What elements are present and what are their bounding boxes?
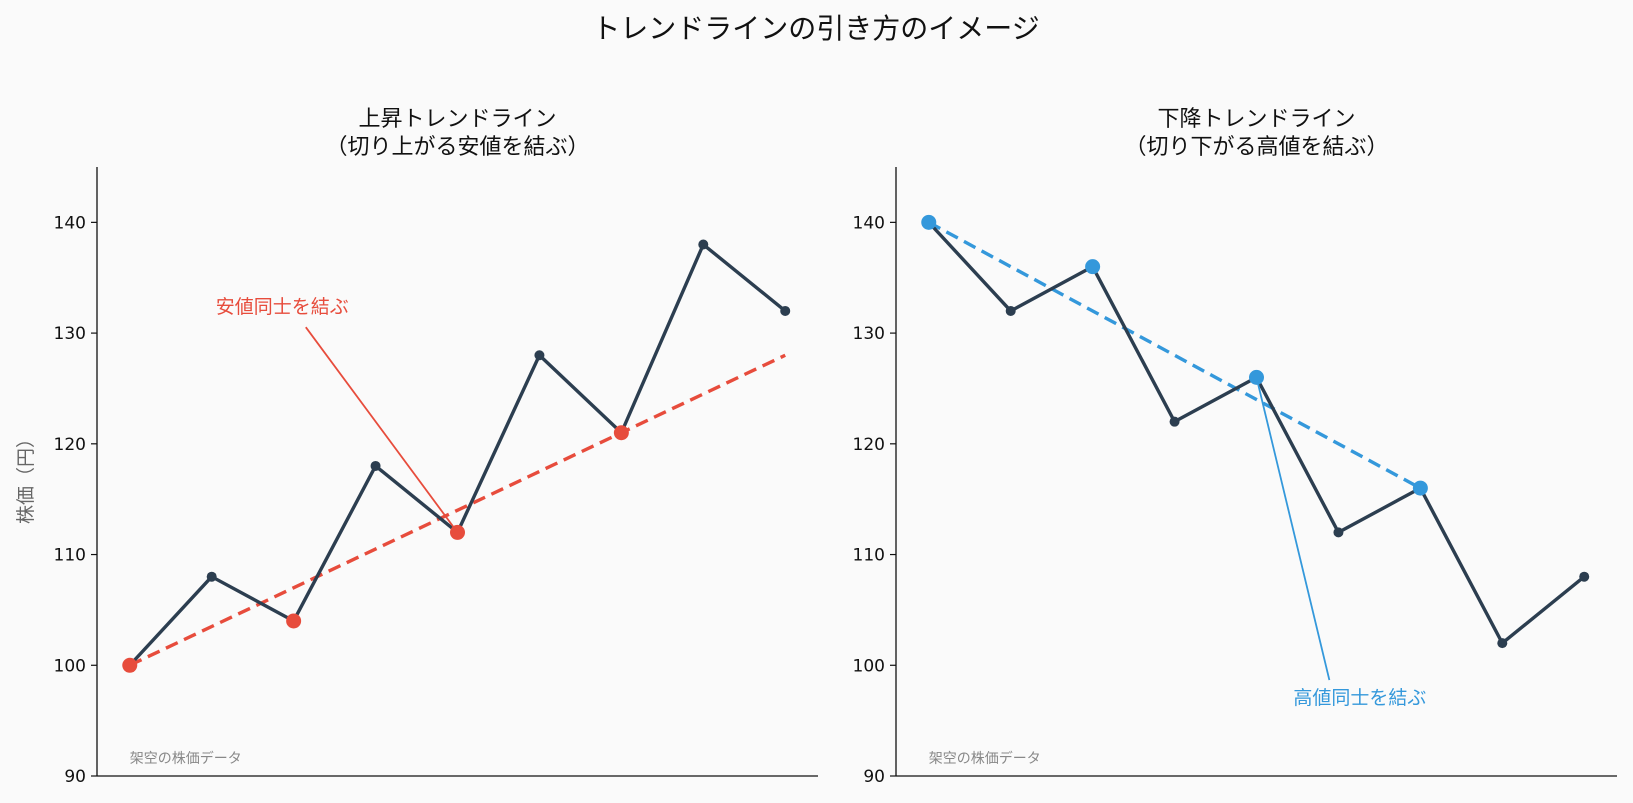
figure-title: トレンドラインの引き方のイメージ <box>592 12 1039 45</box>
down-y-tick-label: 140 <box>853 213 885 233</box>
up-y-tick-label: 140 <box>54 213 86 233</box>
down-title-line: 下降トレンドライン <box>1157 107 1355 132</box>
downtrend-panel: 下降トレンドライン （切り下がる高値を結ぶ） 90 100 110 120 130 140 高値… <box>853 107 1617 787</box>
down-price-point <box>1169 416 1180 427</box>
down-price-point <box>1497 638 1508 649</box>
up-highlight-point <box>286 613 302 629</box>
up-trendline <box>129 353 786 667</box>
down-y-tick-label: 130 <box>853 324 885 344</box>
up-title-line: 上昇トレンドライン <box>358 107 556 132</box>
up-price-point <box>370 460 381 471</box>
up-price-point <box>534 350 545 361</box>
up-annotation-arrow <box>305 326 459 533</box>
up-price-point <box>698 239 709 250</box>
down-price-point <box>1579 571 1590 582</box>
up-y-tick-label: 110 <box>54 546 86 566</box>
down-title-line: （切り下がる高値を結ぶ） <box>1124 135 1388 160</box>
down-y-tick-label: 120 <box>853 435 885 455</box>
down-price-point <box>1333 527 1344 538</box>
up-y-tick-label: 100 <box>54 656 86 676</box>
up-highlight-point <box>613 425 629 441</box>
up-y-axis-label: 株価（円） <box>15 429 37 524</box>
down-highlight-point <box>921 214 937 230</box>
down-highlight-point <box>1085 259 1101 275</box>
down-annotation-text: 高値同士を結ぶ <box>1293 687 1426 709</box>
up-price-point <box>206 571 217 582</box>
down-price-line <box>927 221 1586 645</box>
down-y-tick-label: 100 <box>853 656 885 676</box>
down-y-tick-label: 90 <box>863 767 885 787</box>
up-title-line: （切り上がる安値を結ぶ） <box>325 135 589 160</box>
down-highlight-point <box>1412 480 1428 496</box>
down-trendline <box>927 220 1422 490</box>
up-y-tick-label: 130 <box>54 324 86 344</box>
down-source-note: 架空の株価データ <box>929 750 1041 767</box>
down-y-tick-label: 110 <box>853 546 885 566</box>
uptrend-panel: 上昇トレンドライン （切り上がる安値を結ぶ） 90 100 110 120 130 140 株価… <box>15 107 818 787</box>
up-annotation-text: 安値同士を結ぶ <box>216 296 349 318</box>
down-annotation-arrow <box>1255 377 1331 681</box>
up-source-note: 架空の株価データ <box>130 750 242 767</box>
up-y-tick-label: 90 <box>64 767 86 787</box>
down-price-point <box>1005 305 1016 316</box>
up-price-point <box>780 305 791 316</box>
up-highlight-point <box>122 657 138 673</box>
up-y-tick-label: 120 <box>54 435 86 455</box>
